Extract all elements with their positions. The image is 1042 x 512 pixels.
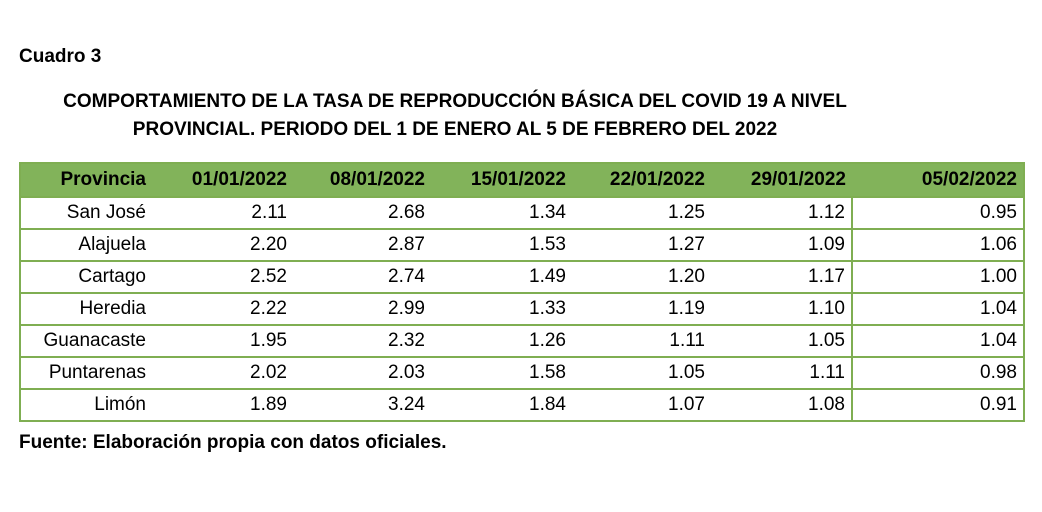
table-cell: 2.03: [293, 356, 431, 390]
table-row: Alajuela 2.20 2.87 1.53 1.27 1.09 1.06: [19, 228, 1025, 262]
table-cell: 2.02: [152, 356, 293, 390]
table-cell: 2.32: [293, 324, 431, 358]
table-row: Puntarenas 2.02 2.03 1.58 1.05 1.11 0.98: [19, 356, 1025, 390]
table-row: Heredia 2.22 2.99 1.33 1.19 1.10 1.04: [19, 292, 1025, 326]
table-cell: 1.07: [572, 388, 711, 422]
table-cell: 1.17: [711, 260, 852, 294]
province-name: Puntarenas: [19, 356, 152, 390]
header-date-2: 08/01/2022: [293, 162, 431, 198]
table-cell: 2.52: [152, 260, 293, 294]
table-cell: 1.19: [572, 292, 711, 326]
province-name: Limón: [19, 388, 152, 422]
table-cell: 1.05: [572, 356, 711, 390]
table-cell: 1.34: [431, 196, 572, 230]
table-cell: 2.22: [152, 292, 293, 326]
table-cell: 1.27: [572, 228, 711, 262]
table-cell: 2.11: [152, 196, 293, 230]
header-date-6: 05/02/2022: [852, 162, 1025, 198]
table-cell: 1.10: [711, 292, 852, 326]
header-date-5: 29/01/2022: [711, 162, 852, 198]
table-cell: 1.95: [152, 324, 293, 358]
table-row: Guanacaste 1.95 2.32 1.26 1.11 1.05 1.04: [19, 324, 1025, 358]
table-cell: 1.89: [152, 388, 293, 422]
header-provincia: Provincia: [19, 162, 152, 198]
table-cell: 2.20: [152, 228, 293, 262]
data-table: Provincia 01/01/2022 08/01/2022 15/01/20…: [19, 162, 1025, 422]
province-name: Alajuela: [19, 228, 152, 262]
table-cell: 1.25: [572, 196, 711, 230]
table-cell: 1.04: [851, 292, 1025, 326]
table-cell: 1.06: [851, 228, 1025, 262]
table-cell: 1.84: [431, 388, 572, 422]
table-row: San José 2.11 2.68 1.34 1.25 1.12 0.95: [19, 196, 1025, 230]
table-header-row: Provincia 01/01/2022 08/01/2022 15/01/20…: [19, 162, 1025, 198]
table-cell: 1.05: [711, 324, 852, 358]
table-cell: 3.24: [293, 388, 431, 422]
province-name: Cartago: [19, 260, 152, 294]
table-row: Limón 1.89 3.24 1.84 1.07 1.08 0.91: [19, 388, 1025, 422]
table-cell: 1.58: [431, 356, 572, 390]
table-cell: 0.91: [851, 388, 1025, 422]
table-cell: 2.68: [293, 196, 431, 230]
table-cell: 2.87: [293, 228, 431, 262]
table-cell: 1.33: [431, 292, 572, 326]
table-cell: 1.53: [431, 228, 572, 262]
table-cell: 2.74: [293, 260, 431, 294]
table-title-line-2: PROVINCIAL. PERIODO DEL 1 DE ENERO AL 5 …: [132, 119, 778, 140]
table-cell: 1.20: [572, 260, 711, 294]
table-row: Cartago 2.52 2.74 1.49 1.20 1.17 1.00: [19, 260, 1025, 294]
table-cell: 1.08: [711, 388, 852, 422]
province-name: San José: [19, 196, 152, 230]
table-cell: 2.99: [293, 292, 431, 326]
table-cell: 1.04: [851, 324, 1025, 358]
table-cell: 1.11: [572, 324, 711, 358]
province-name: Heredia: [19, 292, 152, 326]
table-label: Cuadro 3: [19, 46, 102, 67]
table-cell: 1.49: [431, 260, 572, 294]
table-cell: 1.00: [851, 260, 1025, 294]
table-cell: 0.98: [851, 356, 1025, 390]
header-date-1: 01/01/2022: [152, 162, 293, 198]
table-cell: 1.26: [431, 324, 572, 358]
source-note: Fuente: Elaboración propia con datos ofi…: [19, 432, 447, 453]
header-date-3: 15/01/2022: [431, 162, 572, 198]
table-cell: 0.95: [851, 196, 1025, 230]
table-title-line-1: COMPORTAMIENTO DE LA TASA DE REPRODUCCIÓ…: [63, 91, 847, 112]
table-cell: 1.09: [711, 228, 852, 262]
province-name: Guanacaste: [19, 324, 152, 358]
table-cell: 1.11: [711, 356, 852, 390]
table-cell: 1.12: [711, 196, 852, 230]
header-date-4: 22/01/2022: [572, 162, 711, 198]
